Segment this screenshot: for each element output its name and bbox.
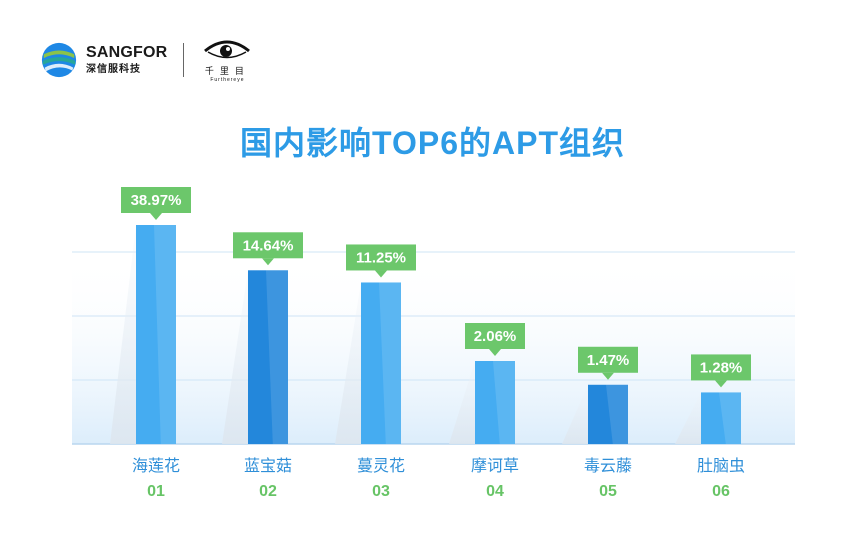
data-label-pointer-5 bbox=[602, 372, 614, 380]
data-label-pointer-6 bbox=[715, 380, 727, 388]
bar-2 bbox=[248, 270, 288, 444]
data-label-2: 14.64% bbox=[243, 237, 294, 254]
bar-4 bbox=[475, 361, 515, 444]
partner-name-en: Furthereye bbox=[210, 77, 245, 83]
data-label-pointer-3 bbox=[375, 270, 387, 278]
category-label-2: 蓝宝菇 bbox=[244, 456, 292, 475]
index-label-5: 05 bbox=[599, 483, 617, 500]
data-label-box-6 bbox=[691, 354, 751, 381]
category-label-3: 蔓灵花 bbox=[357, 456, 405, 475]
plot-background bbox=[72, 252, 795, 444]
bar-shadow-5 bbox=[562, 384, 588, 444]
bar-shadow-3 bbox=[335, 282, 361, 444]
bar-highlight-1 bbox=[154, 225, 176, 444]
bar-highlight-6 bbox=[719, 392, 741, 444]
data-label-pointer-4 bbox=[489, 349, 501, 356]
data-label-box-3 bbox=[346, 244, 416, 271]
bar-shadow-2 bbox=[222, 270, 248, 444]
index-label-2: 02 bbox=[259, 483, 277, 500]
index-label-6: 06 bbox=[712, 483, 730, 500]
data-label-pointer-2 bbox=[262, 258, 274, 266]
eye-icon bbox=[204, 40, 251, 59]
data-label-box-5 bbox=[578, 346, 638, 373]
data-label-3: 11.25% bbox=[356, 249, 406, 266]
partner-name-cn: 千里目 bbox=[204, 66, 250, 76]
bar-3 bbox=[361, 282, 401, 444]
data-label-4: 2.06% bbox=[474, 328, 517, 345]
logo-divider bbox=[183, 43, 185, 77]
bar-highlight-2 bbox=[266, 270, 288, 444]
bar-1 bbox=[136, 225, 176, 444]
index-label-4: 04 bbox=[486, 483, 504, 500]
bar-shadow-6 bbox=[675, 392, 701, 444]
sangfor-subtitle: 深信服科技 bbox=[86, 64, 141, 75]
chart-title: 国内影响TOP6的APT组织 bbox=[239, 125, 625, 161]
bar-highlight-4 bbox=[493, 361, 515, 444]
data-label-5: 1.47% bbox=[587, 352, 630, 369]
sangfor-globe-icon bbox=[41, 42, 77, 78]
category-label-6: 肚脑虫 bbox=[697, 456, 745, 475]
logo-area: SANGFOR 深信服科技 千里目 Furthereye bbox=[40, 37, 252, 83]
bar-shadow-1 bbox=[110, 225, 136, 444]
index-label-3: 03 bbox=[372, 483, 390, 500]
bar-highlight-5 bbox=[606, 384, 628, 444]
partner-logo: 千里目 Furthereye bbox=[202, 37, 252, 83]
data-label-1: 38.97% bbox=[131, 192, 182, 209]
category-label-4: 摩诃草 bbox=[471, 456, 519, 475]
bar-5 bbox=[588, 384, 628, 444]
category-label-1: 海莲花 bbox=[132, 456, 180, 475]
bar-highlight-3 bbox=[379, 282, 401, 444]
sangfor-name: SANGFOR bbox=[86, 44, 168, 61]
data-label-box-4 bbox=[465, 323, 525, 349]
index-label-1: 01 bbox=[147, 483, 165, 500]
data-label-pointer-1 bbox=[150, 213, 162, 220]
data-label-box-2 bbox=[233, 232, 303, 259]
bar-6 bbox=[701, 392, 741, 444]
data-label-box-1 bbox=[121, 187, 191, 213]
data-label-6: 1.28% bbox=[700, 359, 743, 376]
category-label-5: 毒云藤 bbox=[584, 456, 632, 475]
bar-shadow-4 bbox=[449, 361, 475, 444]
